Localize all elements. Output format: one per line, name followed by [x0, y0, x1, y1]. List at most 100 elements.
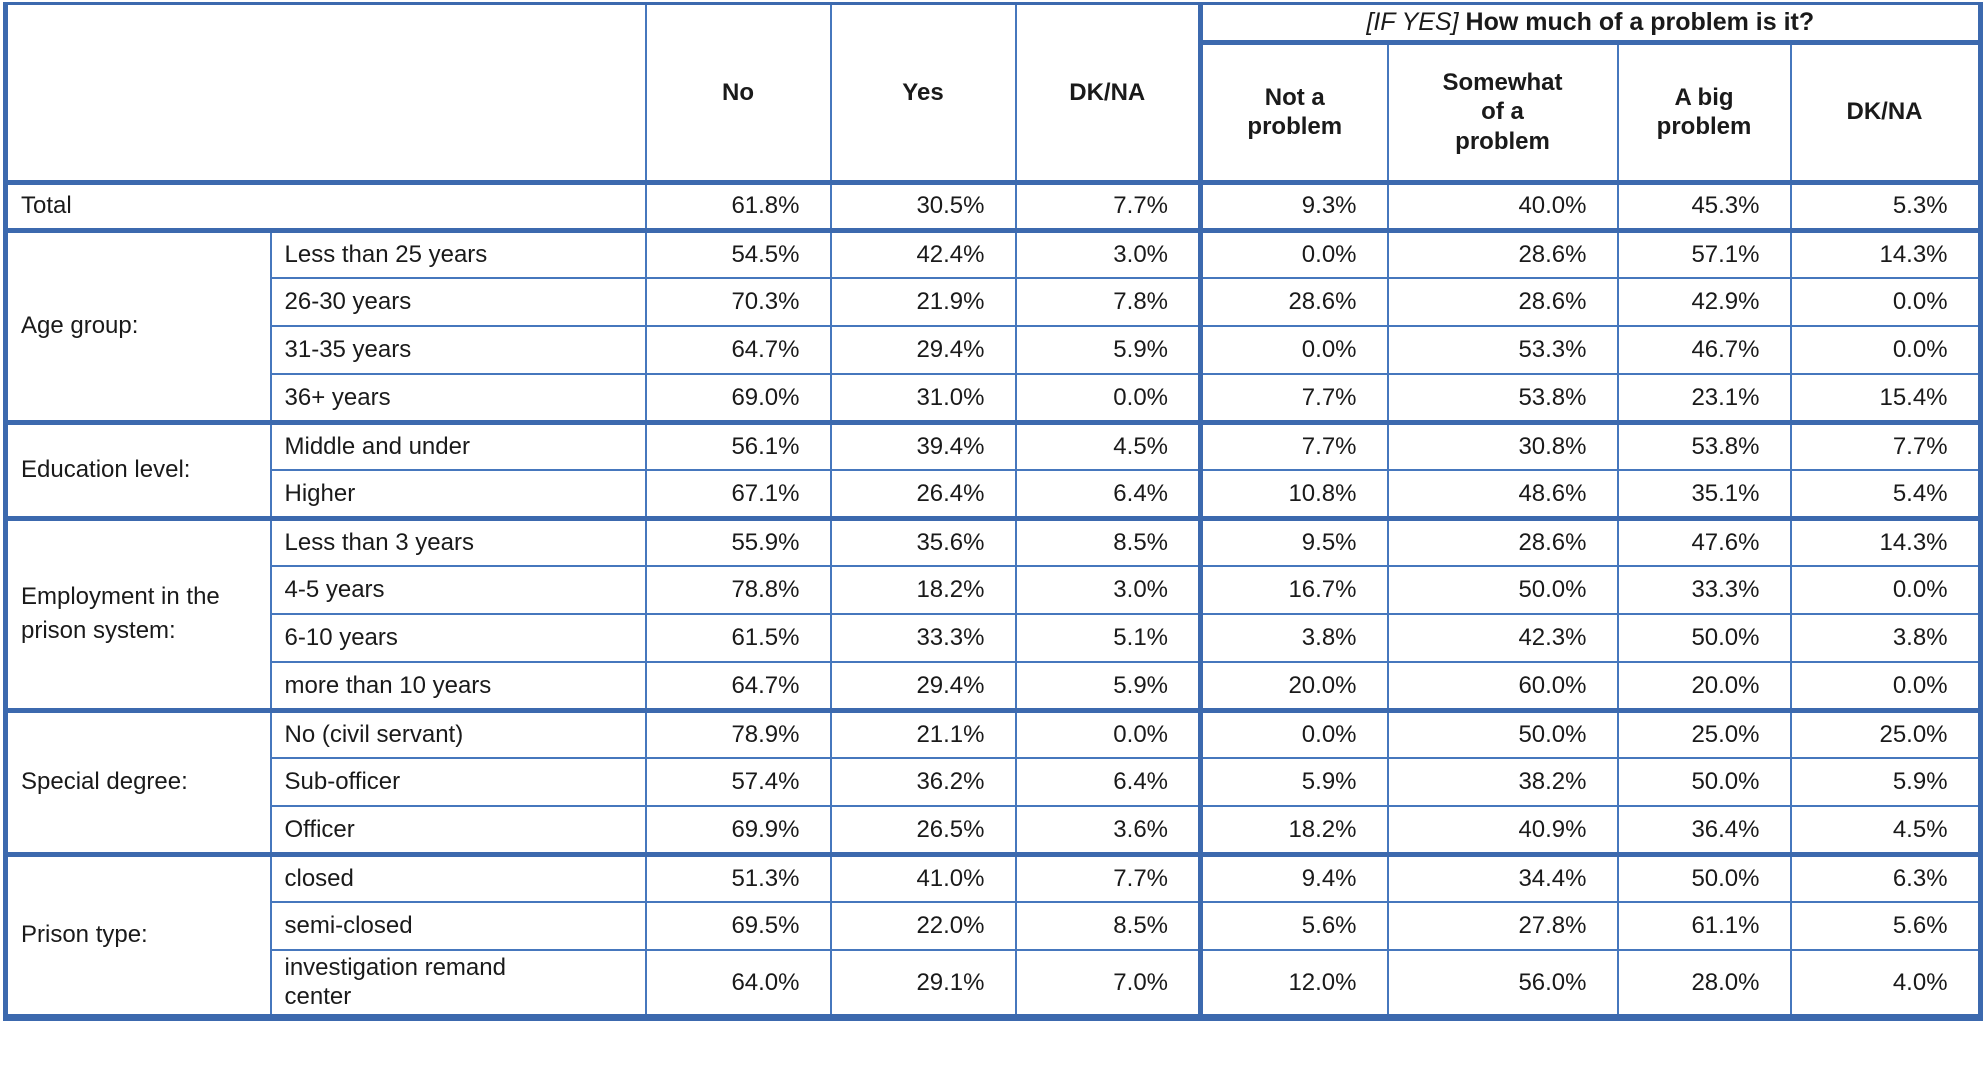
if-yes-prefix: [IF YES]: [1366, 8, 1459, 36]
value-cell: 0.0%: [1789, 661, 1982, 711]
group-label: Age group:: [4, 227, 272, 423]
value-cell: 51.3%: [644, 851, 832, 903]
table-row: 4-5 years 78.8% 18.2% 3.0% 16.7% 50.0% 33.3% 0.…: [6, 565, 1982, 615]
row-label: Total: [4, 179, 647, 231]
value-cell: 46.7%: [1616, 325, 1792, 375]
value-cell: 14.3%: [1789, 227, 1982, 279]
value-cell: 7.7%: [1014, 851, 1202, 903]
value-cell: 8.5%: [1014, 515, 1202, 567]
table-row: Education level: Middle and under 56.1% 39.…: [4, 419, 1982, 519]
value-cell: 33.3%: [1616, 565, 1792, 615]
table-row-total: Total 61.8% 30.5% 7.7% 9.3% 40.0% 45.3% 5.3%: [4, 179, 1982, 231]
header-group-row: No Yes DK/NA [IF YES] How much of a prob…: [4, 2, 1982, 185]
col-header-no: No: [644, 2, 832, 185]
value-cell: 40.0%: [1386, 179, 1619, 231]
value-cell: 21.1%: [829, 707, 1017, 759]
value-cell: 31.0%: [829, 373, 1017, 423]
value-cell: 5.4%: [1789, 469, 1982, 519]
col-header-somewhat-of-a-problem: Somewhat of a problem: [1386, 40, 1619, 185]
value-cell: 3.0%: [1014, 227, 1202, 279]
row-label: Middle and under: [269, 419, 647, 471]
table-row: Employment in the prison system: Less tha…: [4, 515, 1982, 711]
value-cell: 64.7%: [644, 325, 832, 375]
document-page: No Yes DK/NA [IF YES] How much of a prob…: [3, 2, 1983, 1021]
table-body: Total 61.8% 30.5% 7.7% 9.3% 40.0% 45.3% 5.3% Age…: [4, 179, 1982, 1019]
value-cell: 38.2%: [1386, 757, 1619, 807]
col-header-somewhat-label: Somewhat of a problem: [1442, 69, 1563, 155]
value-cell: 33.3%: [829, 613, 1017, 663]
value-cell: 39.4%: [829, 419, 1017, 471]
table-row: Higher 67.1% 26.4% 6.4% 10.8% 48.6% 35.1% 5.4%: [6, 469, 1982, 519]
value-cell: 3.8%: [1789, 613, 1982, 663]
value-cell: 6.4%: [1014, 757, 1202, 807]
col-header-yes: Yes: [829, 2, 1017, 185]
value-cell: 12.0%: [1198, 948, 1389, 1019]
corner-cell: [4, 2, 647, 185]
col-header-a-big-problem-label: A big problem: [1656, 83, 1752, 140]
value-cell: 47.6%: [1616, 515, 1792, 567]
value-cell: 9.5%: [1198, 515, 1389, 567]
value-cell: 0.0%: [1198, 227, 1389, 279]
value-cell: 0.0%: [1789, 565, 1982, 615]
row-label: investigation remand center: [269, 948, 647, 1019]
table-row: semi-closed 69.5% 22.0% 8.5% 5.6% 27.8% 61.1% 5…: [6, 901, 1982, 951]
header-columns-row: Not a problem Somewhat of a problem A bi…: [6, 40, 1982, 185]
value-cell: 18.2%: [829, 565, 1017, 615]
value-cell: 42.9%: [1616, 277, 1792, 327]
row-label: closed: [269, 851, 647, 903]
table-row: more than 10 years 64.7% 29.4% 5.9% 20.0% 60.…: [6, 661, 1982, 711]
col-header-dkna-2-label: DK/NA: [1846, 98, 1923, 126]
col-header-a-big-problem: A big problem: [1616, 40, 1792, 185]
table-row: 36+ years 69.0% 31.0% 0.0% 7.7% 53.8% 23.1% 15.…: [6, 373, 1982, 423]
value-cell: 56.0%: [1386, 948, 1619, 1019]
value-cell: 8.5%: [1014, 901, 1202, 951]
value-cell: 3.8%: [1198, 613, 1389, 663]
group-label: Prison type:: [4, 851, 272, 1019]
value-cell: 36.4%: [1616, 805, 1792, 855]
value-cell: 21.9%: [829, 277, 1017, 327]
value-cell: 0.0%: [1014, 373, 1202, 423]
value-cell: 29.4%: [829, 325, 1017, 375]
value-cell: 69.9%: [644, 805, 832, 855]
value-cell: 0.0%: [1014, 707, 1202, 759]
value-cell: 36.2%: [829, 757, 1017, 807]
group-label: Education level:: [4, 419, 272, 519]
value-cell: 0.0%: [1789, 325, 1982, 375]
row-label: 6-10 years: [269, 613, 647, 663]
value-cell: 30.5%: [829, 179, 1017, 231]
col-header-not-a-problem: Not a problem: [1198, 40, 1389, 185]
value-cell: 60.0%: [1386, 661, 1619, 711]
value-cell: 10.8%: [1198, 469, 1389, 519]
value-cell: 9.3%: [1198, 179, 1389, 231]
value-cell: 30.8%: [1386, 419, 1619, 471]
value-cell: 40.9%: [1386, 805, 1619, 855]
value-cell: 20.0%: [1198, 661, 1389, 711]
table-row: Special degree: No (civil servant) 78.9% 21…: [4, 707, 1982, 855]
value-cell: 7.7%: [1789, 419, 1982, 471]
value-cell: 0.0%: [1198, 707, 1389, 759]
col-header-dkna-label: DK/NA: [1069, 78, 1146, 106]
value-cell: 7.7%: [1198, 373, 1389, 423]
row-label: Higher: [269, 469, 647, 519]
value-cell: 78.8%: [644, 565, 832, 615]
value-cell: 18.2%: [1198, 805, 1389, 855]
value-cell: 15.4%: [1789, 373, 1982, 423]
value-cell: 28.6%: [1386, 515, 1619, 567]
row-label: Sub-officer: [269, 757, 647, 807]
value-cell: 48.6%: [1386, 469, 1619, 519]
value-cell: 5.9%: [1198, 757, 1389, 807]
value-cell: 57.1%: [1616, 227, 1792, 279]
table-row: Prison type: closed 51.3% 41.0% 7.7% 9.4% 34.4…: [4, 851, 1982, 1019]
value-cell: 5.9%: [1014, 661, 1202, 711]
row-label: 31-35 years: [269, 325, 647, 375]
value-cell: 26.5%: [829, 805, 1017, 855]
value-cell: 61.1%: [1616, 901, 1792, 951]
value-cell: 50.0%: [1616, 757, 1792, 807]
if-yes-group-header: [IF YES] How much of a problem is it?: [1197, 2, 1982, 45]
value-cell: 28.0%: [1616, 948, 1792, 1019]
value-cell: 28.6%: [1386, 227, 1619, 279]
value-cell: 50.0%: [1386, 565, 1619, 615]
row-label: 26-30 years: [269, 277, 647, 327]
table-row: investigation remand center 64.0% 29.1% 7.0…: [6, 948, 1982, 1019]
value-cell: 29.1%: [829, 948, 1017, 1019]
